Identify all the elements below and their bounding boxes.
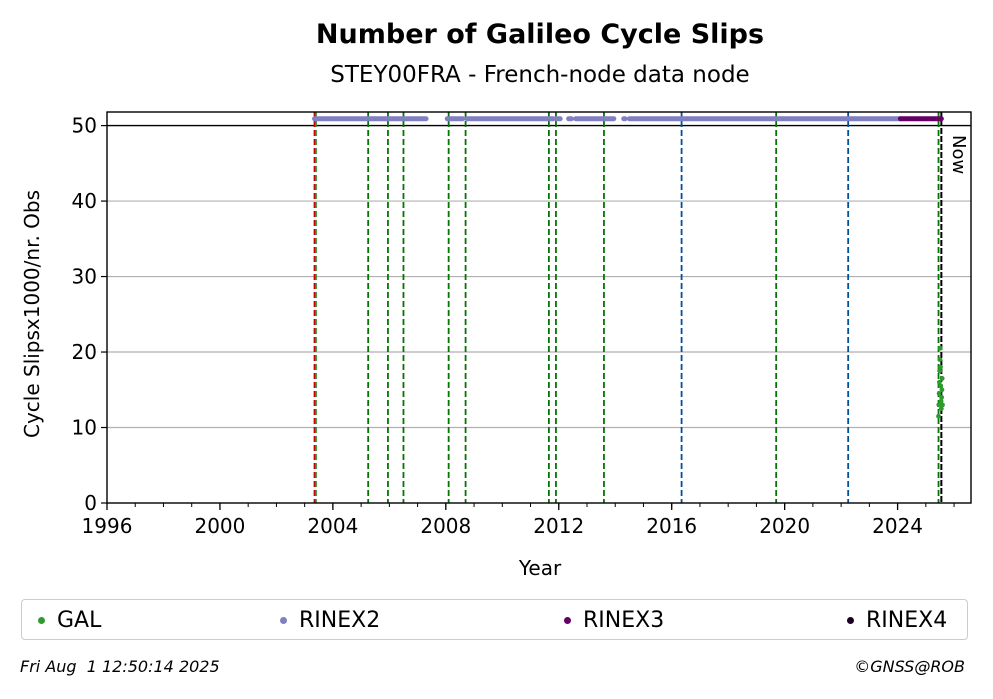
y-tick-label: 50 — [72, 114, 97, 138]
x-axis-label: Year — [518, 556, 562, 580]
gal-point — [939, 394, 945, 400]
legend-item-rinex3: RINEX3 — [564, 606, 664, 634]
legend-marker-rinex3 — [564, 616, 571, 624]
gal-point — [936, 413, 941, 419]
x-tick-label: 2004 — [307, 514, 358, 538]
legend-label-rinex4: RINEX4 — [866, 607, 948, 633]
x-tick-label: 1996 — [82, 514, 133, 538]
legend-item-rinex2: RINEX2 — [280, 606, 380, 634]
series-layer — [312, 116, 945, 419]
gal-point — [936, 391, 942, 396]
legend-label-rinex2: RINEX2 — [299, 607, 381, 633]
y-tick-label: 0 — [84, 491, 97, 515]
footer-timestamp: Fri Aug 1 12:50:14 2025 — [20, 657, 220, 676]
gal-point — [936, 402, 942, 408]
chart-title: Number of Galileo Cycle Slips — [316, 19, 764, 50]
gal-point — [938, 406, 944, 412]
gal-point — [940, 402, 945, 408]
gal-point — [938, 398, 944, 404]
now-label: Now — [948, 135, 969, 174]
y-axis-label: Cycle Slipsx1000/nr. Obs — [20, 190, 44, 438]
gal-point — [937, 357, 943, 362]
gal-point — [938, 364, 943, 370]
vertical-lines — [313, 112, 943, 503]
gal-point — [939, 376, 945, 381]
legend-item-rinex4: RINEX4 — [847, 606, 947, 634]
x-tick-label: 2016 — [646, 514, 697, 538]
y-tick-label: 40 — [72, 189, 97, 213]
legend-marker-gal — [38, 616, 45, 624]
legend-item-gal: GAL — [38, 606, 101, 634]
legend: GAL RINEX2 RINEX3 RINEX4 — [21, 599, 968, 640]
gal-point — [939, 387, 945, 393]
chart-subtitle: STEY00FRA - French-node data node — [330, 62, 749, 88]
y-tick-label: 30 — [72, 265, 97, 289]
legend-label-gal: GAL — [57, 607, 102, 633]
x-tick-label: 2012 — [533, 514, 584, 538]
x-tick-label: 2024 — [872, 514, 923, 538]
grid-layer — [107, 124, 971, 429]
y-tick-label: 10 — [72, 416, 97, 440]
gal-point — [937, 368, 943, 374]
legend-label-rinex3: RINEX3 — [583, 607, 665, 633]
axes-layer: 0 10 20 30 40 50 1996 2000 2004 2008 2012 2016 2020 2… — [72, 111, 972, 538]
plot-frame — [106, 111, 972, 504]
gal-point — [938, 383, 944, 389]
x-tick-label: 2020 — [759, 514, 810, 538]
x-tick-label: 2008 — [420, 514, 471, 538]
gal-point — [937, 345, 943, 351]
x-tick-label: 2000 — [194, 514, 245, 538]
legend-marker-rinex2 — [280, 616, 287, 624]
y-tick-label: 20 — [72, 340, 97, 364]
gal-point — [936, 379, 942, 385]
footer-credit: ©GNSS@ROB — [854, 657, 965, 676]
legend-marker-rinex4 — [847, 616, 854, 624]
